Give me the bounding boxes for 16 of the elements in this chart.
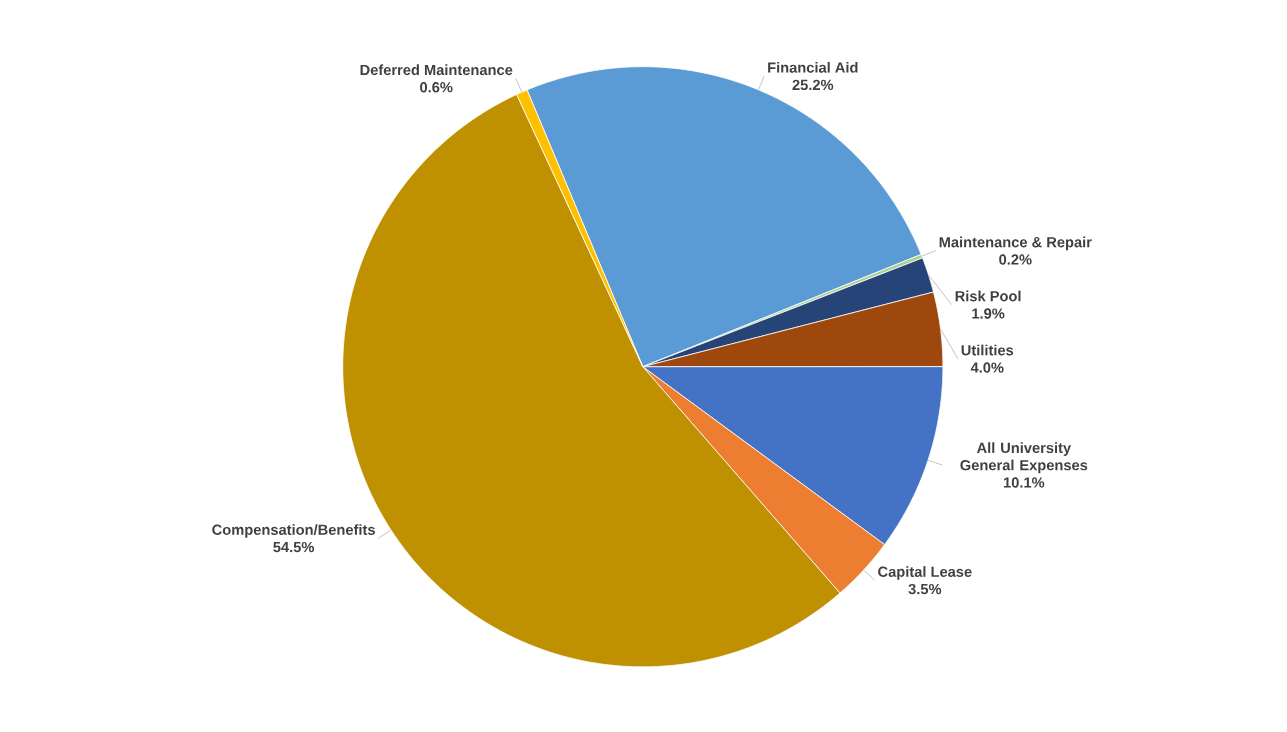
slice-label: Maintenance & Repair [939,236,1092,251]
data-label: 54.5% [273,541,315,553]
slice-label: Utilities [961,344,1014,356]
slice-label: Deferred Maintenance [360,64,513,76]
data-label: 25.2% [792,79,834,90]
slice-label: Risk Pool [955,290,1021,302]
data-label: 1.9% [972,308,1005,319]
slice-label: Compensation/Benefits [212,524,375,538]
slice-label: Capital Lease [878,566,972,580]
data-label: 0.2% [999,254,1032,265]
data-label: 10.1% [1003,477,1045,488]
slice-label: All University General Expenses [960,442,1088,474]
data-label: 0.6% [420,82,453,93]
slice-label: Financial Aid [768,61,858,73]
data-label: 4.0% [970,362,1004,373]
data-label: 3.5% [908,583,942,595]
